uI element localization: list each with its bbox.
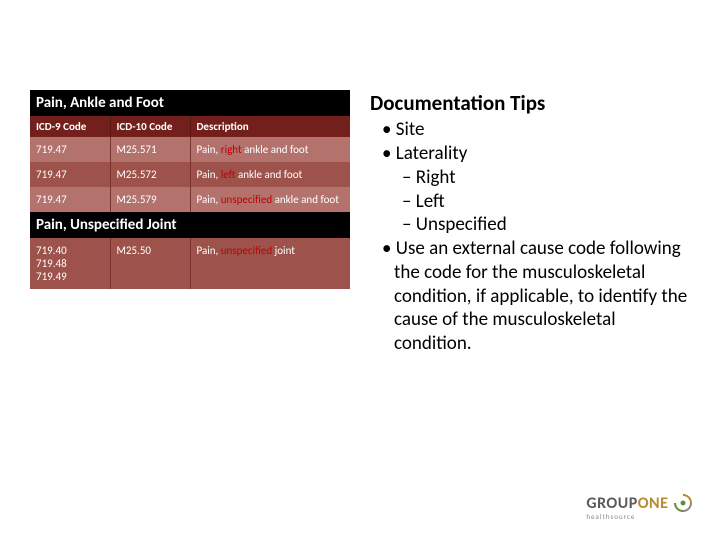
tip-dash: Left xyxy=(402,190,690,214)
tips-sub-bullets: Right Left Unspecified xyxy=(370,166,690,237)
cell-icd10: M25.572 xyxy=(110,162,190,187)
cell-icd9: 719.47 xyxy=(30,162,110,187)
table-row: 719.47 M25.571 Pain, right ankle and foo… xyxy=(30,137,350,162)
logo-icon xyxy=(674,494,692,512)
column-headers: ICD-9 Code ICD-10 Code Description xyxy=(30,116,350,137)
col-desc: Description xyxy=(190,116,350,137)
tip-dash: Right xyxy=(402,166,690,190)
logo-text-group: GROUP xyxy=(586,494,637,513)
cell-icd9: 719.47 xyxy=(30,137,110,162)
cell-icd10: M25.50 xyxy=(110,238,190,289)
tips-bullets: Site Laterality xyxy=(370,118,690,166)
col-icd9: ICD-9 Code xyxy=(30,116,110,137)
cell-desc: Pain, unspecified ankle and foot xyxy=(190,187,350,212)
cell-icd10: M25.579 xyxy=(110,187,190,212)
section-header-1: Pain, Ankle and Foot xyxy=(30,90,350,116)
tip-bullet: Site xyxy=(382,118,690,142)
section-header-2: Pain, Unspecified Joint xyxy=(30,212,350,238)
tip-bullet: Laterality xyxy=(382,142,690,166)
cell-icd9-multi: 719.40 719.48 719.49 xyxy=(30,238,110,289)
cell-icd10: M25.571 xyxy=(110,137,190,162)
table-row: 719.47 M25.572 Pain, left ankle and foot xyxy=(30,162,350,187)
table-row: 719.47 M25.579 Pain, unspecified ankle a… xyxy=(30,187,350,212)
cell-desc: Pain, left ankle and foot xyxy=(190,162,350,187)
tips-heading: Documentation Tips xyxy=(370,90,690,116)
logo: GROUPONE healthsource xyxy=(586,496,692,520)
section-title: Pain, Unspecified Joint xyxy=(30,212,350,238)
logo-subtext: healthsource xyxy=(586,513,692,520)
col-icd10: ICD-10 Code xyxy=(110,116,190,137)
cell-desc: Pain, right ankle and foot xyxy=(190,137,350,162)
code-tables: Pain, Ankle and Foot ICD-9 Code ICD-10 C… xyxy=(30,90,350,356)
tip-dash: Unspecified xyxy=(402,213,690,237)
table-row: 719.40 719.48 719.49 M25.50 Pain, unspec… xyxy=(30,238,350,289)
section-title: Pain, Ankle and Foot xyxy=(30,90,350,116)
cell-desc: Pain, unspecified joint xyxy=(190,238,350,289)
cell-icd9: 719.47 xyxy=(30,187,110,212)
tips-paragraph: • Use an external cause code following t… xyxy=(370,237,690,356)
logo-text-one: ONE xyxy=(638,494,669,513)
icd-table: Pain, Ankle and Foot ICD-9 Code ICD-10 C… xyxy=(30,90,350,289)
documentation-tips: Documentation Tips Site Laterality Right… xyxy=(370,90,690,356)
